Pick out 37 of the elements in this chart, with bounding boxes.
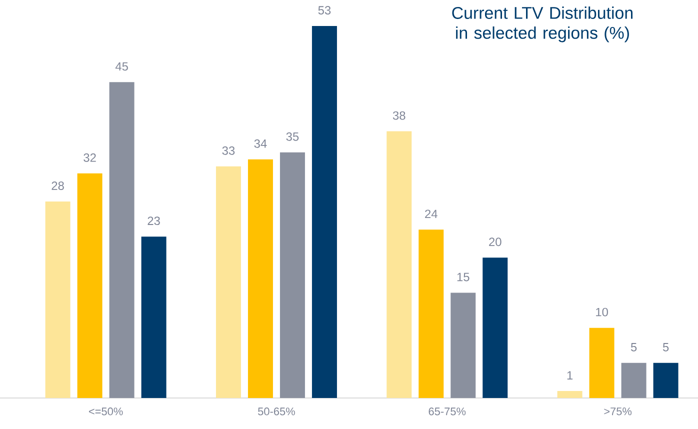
data-label: 5 (662, 343, 669, 352)
bar (280, 152, 305, 398)
x-tick-label: <=50% (88, 408, 123, 416)
bar (450, 292, 476, 398)
data-label: 23 (148, 216, 160, 226)
x-tick-label: 50-65% (258, 408, 295, 416)
bar (312, 26, 337, 398)
data-label: 20 (489, 238, 502, 246)
data-label: 33 (222, 146, 235, 155)
data-label: 15 (457, 272, 470, 282)
bar (386, 131, 412, 398)
bar (216, 166, 241, 398)
data-label: 38 (392, 111, 406, 120)
data-label: 32 (84, 153, 96, 162)
data-label: 1 (567, 371, 573, 380)
data-label: 10 (596, 308, 608, 316)
bar (45, 201, 70, 398)
bar (418, 230, 444, 398)
data-label: 5 (630, 343, 637, 352)
bar (621, 362, 646, 398)
data-label: 53 (318, 6, 331, 15)
data-label: 28 (52, 182, 64, 190)
data-label: 34 (254, 139, 267, 148)
x-tick-label: 65-75% (428, 408, 466, 416)
bar (77, 173, 102, 398)
bar (482, 258, 508, 398)
bar (653, 362, 678, 398)
bar (109, 82, 134, 398)
bar (248, 159, 273, 398)
bar (589, 328, 614, 398)
data-label: 45 (115, 62, 128, 71)
bar (557, 390, 582, 398)
chart-title: Current LTV Distribution in selected regions (%) (452, 6, 632, 42)
x-tick-label: >75% (604, 408, 632, 416)
bar (141, 236, 166, 398)
data-label: 35 (286, 132, 299, 141)
data-label: 24 (425, 210, 438, 218)
